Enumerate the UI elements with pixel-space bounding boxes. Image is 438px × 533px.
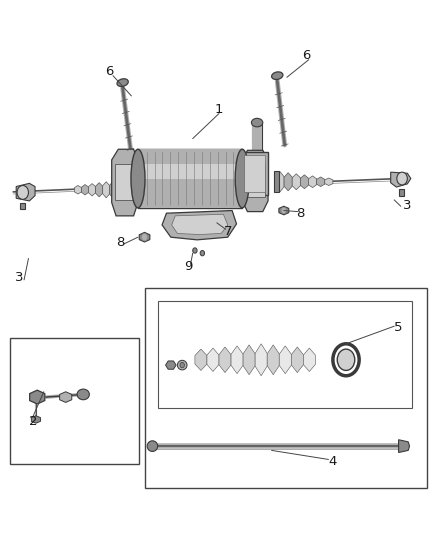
Polygon shape [124, 179, 131, 200]
Text: 3: 3 [15, 271, 24, 284]
Polygon shape [102, 182, 110, 198]
Text: 3: 3 [403, 199, 412, 212]
Polygon shape [292, 174, 300, 190]
Text: 2: 2 [28, 415, 37, 427]
Bar [115, 164, 135, 200]
Bar [242, 152, 268, 195]
Text: 8: 8 [116, 236, 125, 249]
Ellipse shape [337, 349, 355, 370]
Polygon shape [172, 214, 228, 235]
Ellipse shape [180, 362, 184, 368]
Polygon shape [112, 149, 138, 216]
Polygon shape [60, 392, 72, 402]
Polygon shape [255, 344, 267, 376]
Polygon shape [231, 346, 243, 374]
Ellipse shape [272, 72, 283, 79]
Polygon shape [131, 178, 138, 201]
Ellipse shape [235, 149, 249, 208]
Circle shape [17, 185, 28, 199]
Bar [134, 178, 141, 201]
Polygon shape [207, 348, 219, 372]
Polygon shape [95, 183, 102, 197]
Polygon shape [300, 175, 308, 189]
Bar [252, 123, 262, 152]
Polygon shape [391, 172, 411, 187]
Circle shape [200, 251, 205, 256]
Polygon shape [81, 184, 88, 195]
Circle shape [141, 233, 148, 241]
Polygon shape [20, 203, 25, 209]
Polygon shape [32, 416, 40, 423]
Circle shape [397, 172, 407, 185]
Text: 7: 7 [223, 225, 232, 238]
Polygon shape [399, 189, 404, 196]
Polygon shape [162, 211, 237, 240]
Polygon shape [219, 347, 231, 373]
Polygon shape [325, 178, 333, 185]
Polygon shape [88, 183, 95, 196]
Polygon shape [276, 172, 284, 192]
Ellipse shape [147, 441, 158, 451]
Bar [10, 338, 139, 464]
Bar [274, 171, 279, 192]
Text: 8: 8 [296, 207, 304, 220]
Bar [244, 155, 265, 192]
Bar [138, 149, 242, 208]
Circle shape [281, 207, 286, 214]
Polygon shape [195, 349, 207, 370]
Text: 5: 5 [394, 321, 403, 334]
Polygon shape [279, 206, 289, 215]
Polygon shape [166, 361, 176, 369]
Polygon shape [284, 173, 292, 191]
Polygon shape [308, 176, 317, 188]
Ellipse shape [77, 389, 89, 400]
Text: 1: 1 [215, 103, 223, 116]
Text: 9: 9 [184, 260, 193, 273]
Bar [158, 301, 412, 408]
Text: 4: 4 [328, 455, 337, 467]
Polygon shape [317, 177, 325, 187]
Bar [245, 164, 265, 197]
Bar [145, 288, 427, 488]
Polygon shape [303, 348, 315, 372]
Polygon shape [117, 180, 124, 200]
Polygon shape [139, 232, 150, 242]
Polygon shape [242, 150, 268, 212]
Polygon shape [74, 185, 81, 194]
Polygon shape [110, 181, 117, 199]
Polygon shape [267, 345, 279, 375]
Polygon shape [16, 183, 35, 201]
Polygon shape [279, 346, 291, 374]
Text: 6: 6 [302, 50, 311, 62]
Polygon shape [399, 440, 410, 453]
Bar [138, 164, 242, 179]
Ellipse shape [177, 360, 187, 370]
Circle shape [193, 248, 197, 253]
Polygon shape [291, 347, 303, 373]
Polygon shape [30, 390, 45, 404]
Text: 6: 6 [105, 66, 114, 78]
Ellipse shape [117, 79, 128, 86]
Ellipse shape [251, 118, 263, 127]
Polygon shape [243, 345, 255, 375]
Ellipse shape [131, 149, 145, 208]
